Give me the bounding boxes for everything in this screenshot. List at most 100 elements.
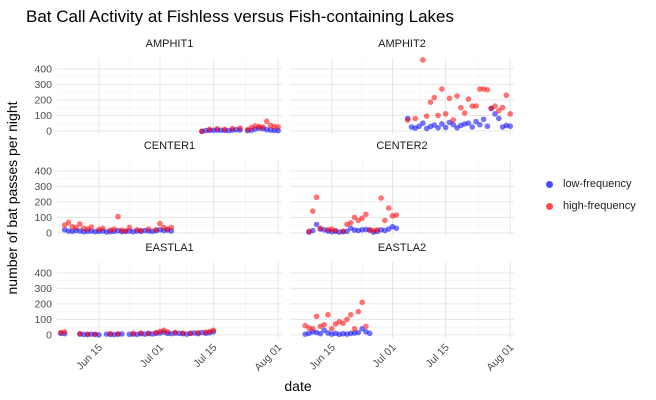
- point-eastla2-low: [366, 330, 373, 337]
- point-eastla2-high: [321, 322, 327, 328]
- point-eastla1-high: [180, 330, 186, 336]
- facet-label-amphit1: AMPHIT1: [146, 38, 194, 50]
- point-center1-high: [138, 227, 144, 234]
- point-center2-high: [317, 225, 324, 232]
- point-amphit2-high: [454, 93, 460, 99]
- point-center2-low: [313, 221, 320, 228]
- panel-eastla2: [290, 262, 514, 338]
- point-eastla1-high: [210, 327, 217, 334]
- point-eastla1-high: [138, 330, 144, 336]
- point-amphit2-high: [473, 103, 479, 109]
- point-center2-high: [378, 195, 384, 201]
- point-center2-high: [363, 211, 369, 218]
- point-amphit2-high: [461, 110, 468, 116]
- point-amphit2-low: [496, 115, 502, 122]
- point-amphit2-low: [435, 124, 441, 131]
- point-amphit2-low: [484, 123, 491, 130]
- point-amphit2-high: [412, 115, 419, 122]
- point-eastla1-high: [77, 330, 83, 337]
- point-center1-high: [77, 221, 83, 227]
- facet-label-center2: CENTER2: [376, 140, 427, 152]
- point-eastla1-high: [187, 330, 194, 337]
- x-tick-label: Jun 15: [307, 342, 338, 373]
- facet-label-eastla2: EASTLA2: [378, 242, 426, 254]
- point-amphit2-high: [427, 99, 434, 106]
- point-center2-high: [374, 226, 381, 233]
- point-amphit2-low: [416, 123, 422, 130]
- y-tick-label: 200: [34, 94, 52, 106]
- point-amphit2-high: [446, 95, 453, 102]
- point-amphit2-low: [442, 124, 449, 131]
- point-eastla1-high: [61, 328, 68, 335]
- y-tick-label: 400: [34, 267, 52, 279]
- point-amphit2-low: [492, 111, 498, 117]
- point-eastla1-high: [107, 330, 114, 337]
- point-amphit2-high: [499, 104, 506, 111]
- y-tick-label: 300: [34, 283, 52, 295]
- point-eastla2-high: [347, 311, 354, 318]
- y-tick-label: 100: [34, 110, 52, 122]
- point-amphit1-high: [263, 118, 270, 125]
- y-tick-label: 100: [34, 314, 52, 326]
- point-center2-high: [351, 214, 358, 221]
- point-eastla1-high: [172, 329, 179, 336]
- point-amphit1-high: [214, 125, 220, 132]
- point-amphit1-high: [199, 128, 205, 135]
- point-amphit2-low: [507, 123, 514, 130]
- point-amphit1-high: [221, 126, 228, 133]
- panel-center2: [290, 160, 514, 236]
- point-eastla1-high: [92, 331, 98, 338]
- point-amphit2-high: [507, 111, 514, 117]
- point-eastla2-high: [363, 323, 369, 330]
- y-tick-label: 0: [46, 329, 52, 341]
- y-tick-label: 300: [34, 79, 52, 91]
- point-amphit2-high: [484, 86, 491, 93]
- point-amphit1-high: [275, 124, 281, 130]
- point-eastla2-high: [328, 325, 335, 332]
- point-amphit2-low: [480, 116, 487, 123]
- y-tick-label: 400: [34, 63, 52, 75]
- point-center1-high: [157, 220, 163, 227]
- y-tick-label: 300: [34, 181, 52, 193]
- x-tick-label: Jul 01: [138, 342, 166, 370]
- point-center2-high: [309, 208, 316, 214]
- y-tick-label: 200: [34, 196, 52, 208]
- point-eastla2-low: [355, 329, 362, 336]
- point-amphit2-high: [435, 112, 441, 119]
- point-amphit2-high: [423, 113, 430, 119]
- point-amphit2-high: [503, 92, 510, 99]
- point-eastla2-high: [309, 325, 316, 332]
- y-axis-title: number of bat passes per night: [4, 101, 20, 294]
- point-eastla1-high: [130, 330, 137, 337]
- point-eastla2-high: [325, 311, 331, 318]
- point-amphit2-high: [492, 103, 498, 109]
- x-tick-label: Jun 15: [74, 342, 105, 373]
- panel-amphit1: [57, 58, 282, 134]
- point-center1-high: [111, 226, 118, 232]
- point-center2-high: [313, 194, 320, 201]
- point-amphit2-high: [439, 86, 445, 92]
- point-center1-high: [115, 213, 121, 220]
- point-eastla1-high: [195, 329, 201, 336]
- point-center2-high: [393, 212, 400, 218]
- point-amphit2-high: [442, 111, 449, 117]
- point-center1-high: [145, 226, 152, 232]
- point-amphit1-high: [206, 126, 213, 133]
- point-center1-high: [88, 224, 95, 230]
- point-center1-high: [122, 228, 129, 234]
- point-amphit2-low: [439, 121, 445, 127]
- point-amphit2-high: [458, 104, 464, 111]
- facet-label-eastla1: EASTLA1: [145, 242, 193, 254]
- point-center2-high: [347, 220, 354, 226]
- point-center1-high: [73, 224, 79, 231]
- legend-dot-low: [546, 181, 553, 188]
- point-center1-high: [65, 219, 72, 226]
- chart-title: Bat Call Activity at Fishless versus Fis…: [26, 7, 455, 26]
- panel-center1: [57, 160, 282, 236]
- point-amphit2-high: [420, 57, 426, 63]
- point-eastla2-high: [313, 313, 320, 320]
- point-eastla2-high: [344, 316, 350, 323]
- point-center2-high: [340, 228, 346, 235]
- point-amphit2-high: [465, 96, 472, 102]
